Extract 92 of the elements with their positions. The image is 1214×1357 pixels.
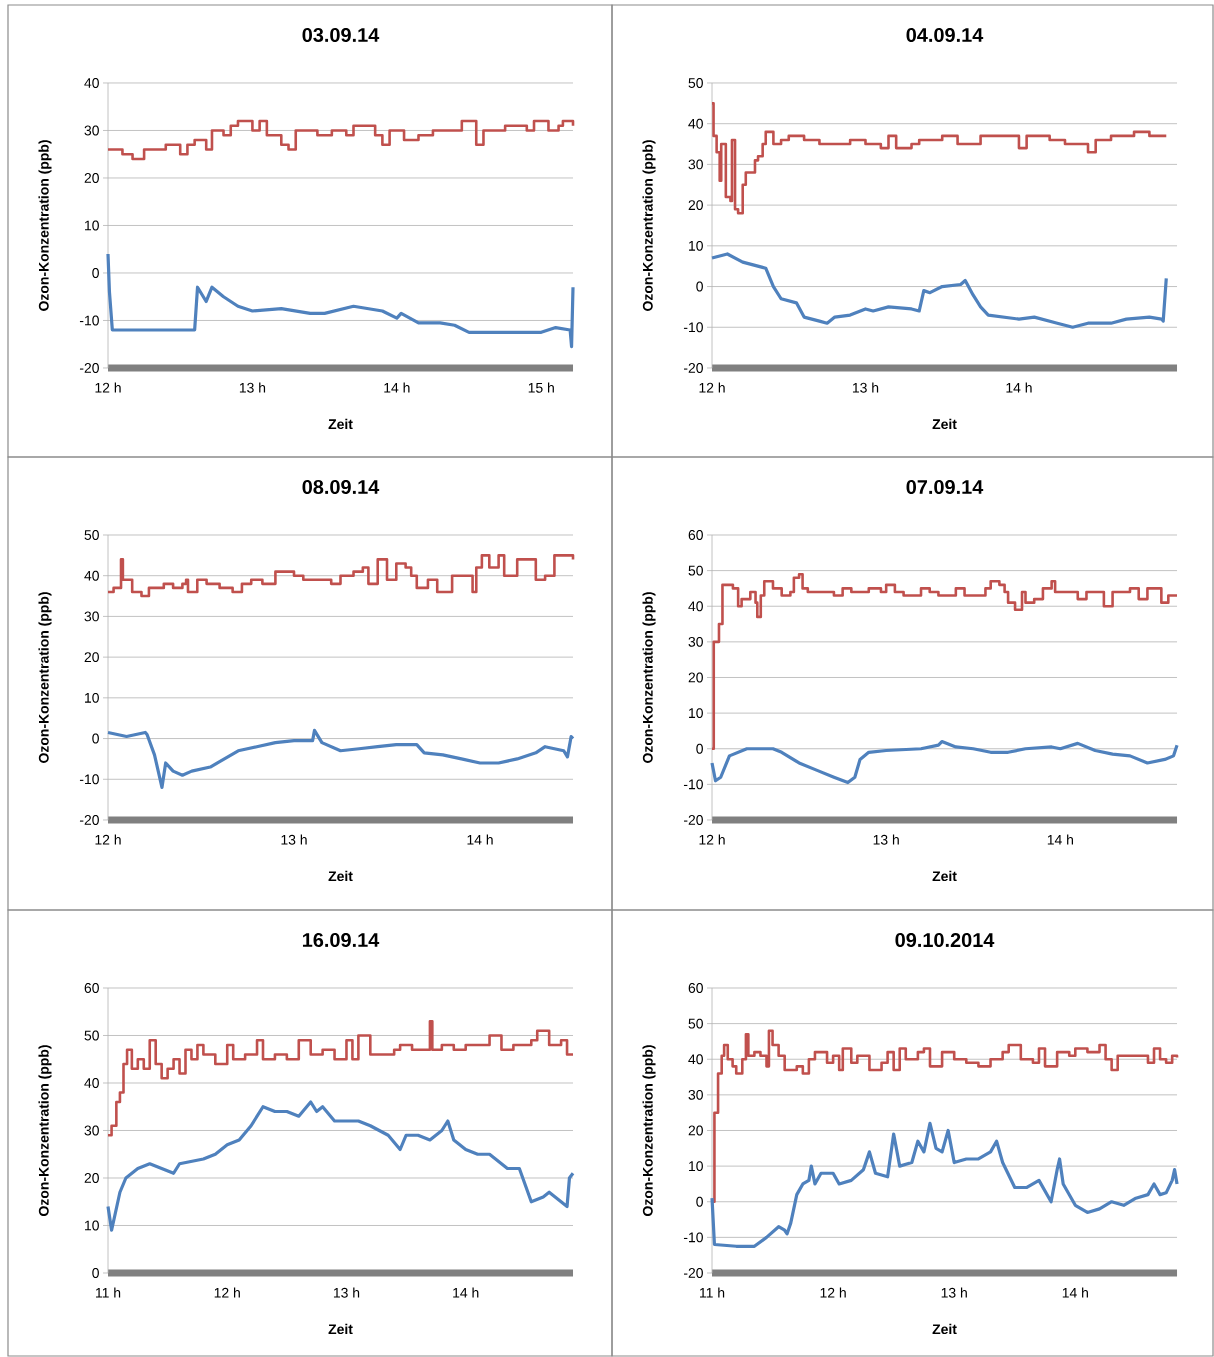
chart-title: 04.09.14 — [906, 27, 984, 43]
x-tick-label: 13 h — [333, 1287, 360, 1298]
y-tick-label: 50 — [84, 1030, 99, 1041]
y-tick-label: 40 — [688, 1054, 703, 1065]
x-tick-label: 12 h — [699, 834, 725, 845]
y-tick-label: -20 — [79, 815, 99, 825]
line-series — [710, 252, 1168, 329]
y-tick-label: 50 — [84, 530, 99, 540]
line-series — [710, 1121, 1179, 1248]
x-tick-label: 14 h — [1047, 834, 1073, 845]
x-tick-label: 12 h — [95, 382, 121, 393]
y-tick-label: -10 — [79, 315, 99, 326]
y-tick-label: 50 — [688, 1018, 703, 1029]
x-tick-label: 12 h — [820, 1287, 846, 1298]
y-tick-label: 20 — [84, 652, 99, 663]
y-tick-label: 30 — [688, 159, 703, 170]
y-axis-title: Ozon-Konzentration (ppb) — [38, 140, 52, 311]
chart-title: 07.09.14 — [906, 479, 984, 495]
y-tick-label: 50 — [688, 565, 703, 576]
chart-title: 16.09.14 — [302, 932, 380, 948]
x-tick-label: 11 h — [700, 1287, 725, 1298]
x-tick-label: 14 h — [467, 834, 493, 845]
y-tick-label: -10 — [683, 1232, 703, 1243]
y-tick-label: -20 — [683, 815, 703, 825]
y-tick-label: 10 — [85, 220, 99, 231]
x-tick-label: 14 h — [1006, 382, 1032, 393]
line-series — [106, 252, 575, 349]
chart-title: 09.10.2014 — [895, 932, 995, 948]
y-tick-label: -20 — [79, 363, 99, 373]
x-axis-title: Zeit — [932, 1323, 957, 1335]
line-series — [106, 728, 575, 790]
y-tick-label: 10 — [85, 1220, 99, 1231]
y-tick-label: 20 — [688, 200, 703, 211]
y-tick-label: 50 — [688, 78, 703, 88]
x-tick-label: 15 h — [528, 382, 554, 393]
y-tick-label: 60 — [688, 530, 703, 540]
y-tick-label: 60 — [84, 983, 99, 993]
y-tick-label: 10 — [689, 708, 703, 719]
y-tick-label: -10 — [79, 774, 99, 785]
x-tick-label: 14 h — [384, 382, 410, 393]
y-axis-title: Ozon-Konzentration (ppb) — [642, 1045, 656, 1216]
y-tick-label: 30 — [688, 1089, 703, 1100]
y-tick-label: 30 — [688, 636, 703, 647]
y-axis-title: Ozon-Konzentration (ppb) — [38, 1045, 52, 1216]
y-tick-label: 10 — [85, 692, 99, 703]
x-axis-title: Zeit — [932, 418, 957, 430]
chart-title: 03.09.14 — [302, 27, 380, 43]
y-tick-label: 60 — [688, 983, 703, 993]
y-tick-label: 20 — [688, 672, 703, 683]
y-tick-label: -20 — [683, 1268, 703, 1278]
y-axis-title: Ozon-Konzentration (ppb) — [38, 592, 52, 763]
y-tick-label: 40 — [688, 601, 703, 612]
y-tick-label: 40 — [84, 1078, 99, 1088]
x-axis-title: Zeit — [932, 870, 957, 882]
x-tick-label: 12 h — [699, 382, 725, 393]
x-axis-title: Zeit — [328, 1323, 353, 1335]
y-tick-label: 30 — [84, 1125, 99, 1136]
y-tick-label: 0 — [92, 733, 99, 744]
y-tick-label: 10 — [689, 1161, 703, 1172]
y-tick-label: 30 — [84, 611, 99, 622]
y-tick-label: 40 — [84, 78, 99, 88]
chart-title: 08.09.14 — [302, 479, 380, 495]
line-series — [710, 740, 1179, 785]
y-tick-label: -10 — [683, 779, 703, 790]
x-tick-label: 13 h — [281, 834, 307, 845]
x-tick-label: 13 h — [852, 382, 879, 393]
x-tick-label: 13 h — [873, 834, 899, 845]
y-axis-title: Ozon-Konzentration (ppb) — [642, 592, 656, 763]
y-tick-label: 20 — [84, 1173, 99, 1183]
y-tick-label: 10 — [689, 240, 703, 251]
y-tick-label: 0 — [696, 281, 703, 292]
y-tick-label: 0 — [92, 268, 99, 278]
x-tick-label: 12 h — [95, 834, 121, 845]
x-tick-label: 12 h — [214, 1287, 240, 1298]
x-axis-title: Zeit — [328, 870, 353, 882]
y-tick-label: 0 — [696, 1196, 703, 1207]
y-tick-label: -20 — [683, 363, 703, 373]
x-axis-title: Zeit — [328, 418, 353, 430]
x-tick-label: 14 h — [453, 1287, 479, 1298]
y-tick-label: 0 — [92, 1268, 99, 1278]
y-tick-label: 40 — [688, 118, 703, 129]
y-axis-title: Ozon-Konzentration (ppb) — [642, 140, 656, 311]
x-tick-label: 13 h — [239, 382, 266, 393]
y-tick-label: 20 — [688, 1125, 703, 1136]
y-tick-label: 0 — [696, 743, 703, 754]
y-tick-label: 30 — [84, 125, 99, 136]
x-tick-label: 11 h — [96, 1287, 121, 1298]
x-tick-label: 13 h — [941, 1287, 967, 1298]
y-tick-label: 20 — [84, 173, 99, 183]
y-tick-label: 40 — [84, 570, 99, 581]
x-tick-label: 14 h — [1062, 1287, 1088, 1298]
y-tick-label: -10 — [683, 322, 703, 333]
